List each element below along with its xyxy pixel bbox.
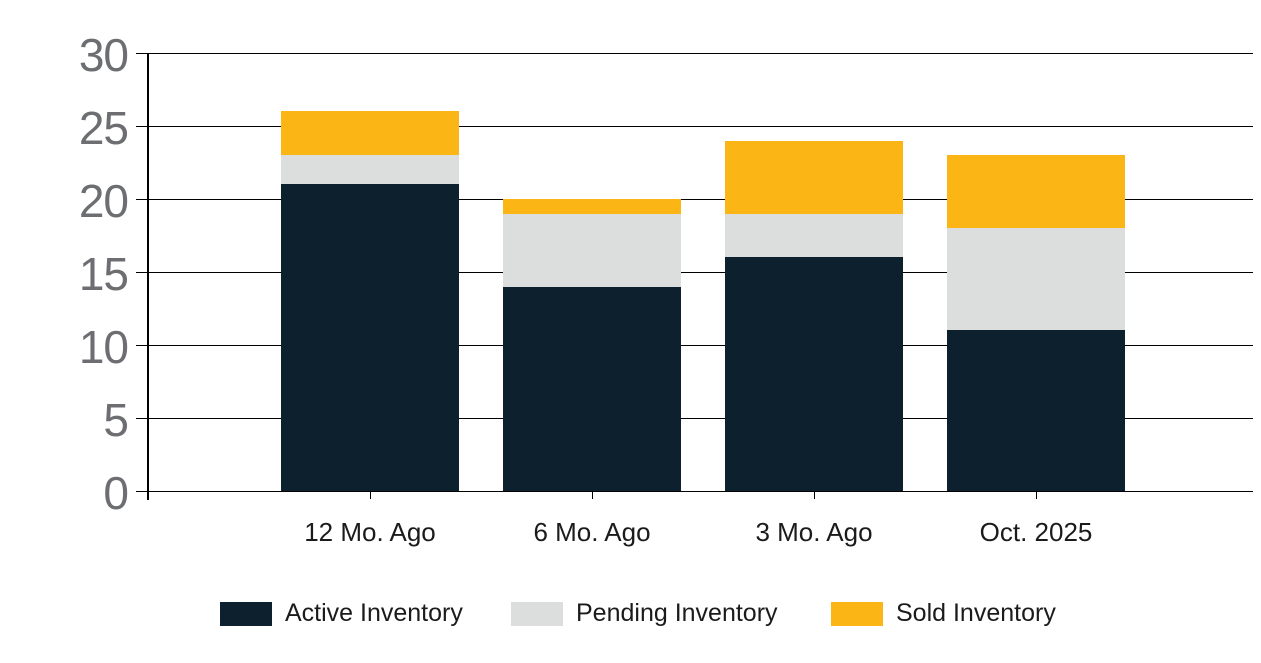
y-axis-label: 15 — [78, 248, 129, 300]
gridline — [148, 490, 1253, 492]
y-axis-tick — [136, 198, 148, 200]
legend-item-active-inventory: Active Inventory — [220, 599, 463, 628]
legend-swatch-sold-inventory — [831, 601, 883, 626]
x-axis-label: 6 Mo. Ago — [533, 517, 651, 547]
gridline — [148, 52, 1253, 54]
y-axis-tick — [136, 271, 148, 273]
legend: Active Inventory Pending Inventory Sold In… — [0, 599, 1261, 632]
y-axis-tick — [136, 125, 148, 127]
y-axis-label: 25 — [78, 102, 129, 154]
gridline — [148, 125, 1253, 127]
bar-segment-sold-inventory — [281, 111, 459, 156]
legend-swatch-pending-inventory — [511, 601, 563, 626]
bar-segment-active-inventory — [281, 184, 459, 491]
bar-segment-sold-inventory — [725, 140, 903, 214]
y-axis-label: 5 — [103, 394, 129, 446]
gridline — [148, 198, 1253, 200]
y-axis-tick — [136, 490, 148, 492]
gridline — [148, 417, 1253, 419]
bar-segment-pending-inventory — [947, 228, 1125, 331]
bar-segment-pending-inventory — [503, 213, 681, 287]
x-axis-label: 3 Mo. Ago — [755, 517, 873, 547]
bar-segment-sold-inventory — [947, 155, 1125, 229]
legend-item-pending-inventory: Pending Inventory — [511, 599, 778, 628]
y-axis-label: 30 — [78, 29, 129, 81]
legend-label: Pending Inventory — [576, 599, 778, 627]
x-axis-tick — [592, 491, 593, 499]
y-axis-label: 20 — [78, 175, 129, 227]
legend-label: Sold Inventory — [896, 599, 1056, 627]
y-axis-label: 10 — [78, 321, 129, 373]
x-axis-tick — [814, 491, 815, 499]
bar-segment-active-inventory — [503, 286, 681, 491]
legend-swatch-active-inventory — [220, 601, 272, 626]
y-axis-tick — [136, 344, 148, 346]
bar-segment-active-inventory — [725, 257, 903, 491]
x-axis-label: 12 Mo. Ago — [304, 517, 436, 547]
legend-label: Active Inventory — [285, 599, 463, 627]
y-axis-line — [147, 53, 149, 500]
gridline — [148, 271, 1253, 273]
x-axis-tick — [370, 491, 371, 499]
bar-segment-pending-inventory — [281, 155, 459, 185]
legend-item-sold-inventory: Sold Inventory — [831, 599, 1056, 628]
y-axis-label: 0 — [103, 467, 129, 519]
y-axis-tick — [136, 52, 148, 54]
bar-segment-active-inventory — [947, 330, 1125, 491]
y-axis-tick — [136, 417, 148, 419]
x-axis-label: Oct. 2025 — [979, 517, 1093, 547]
x-axis-tick — [1036, 491, 1037, 499]
bar-segment-sold-inventory — [503, 199, 681, 214]
gridline — [148, 344, 1253, 346]
bar-segment-pending-inventory — [725, 213, 903, 258]
